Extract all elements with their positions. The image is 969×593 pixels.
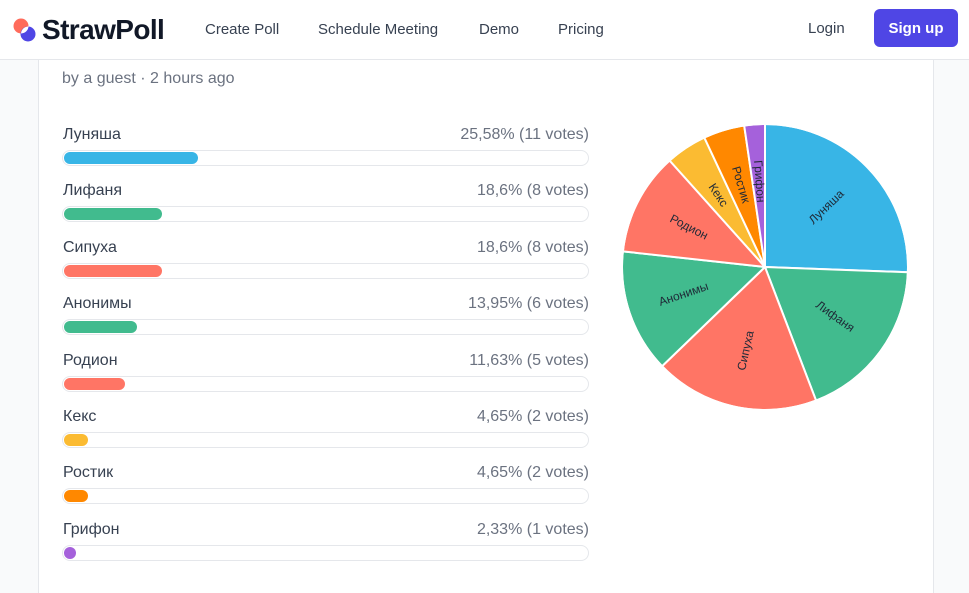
poll-option-row: Луняша 25,58% (11 votes) bbox=[62, 126, 589, 166]
pie-outline bbox=[621, 123, 909, 411]
poll-option-row: Лифаня 18,6% (8 votes) bbox=[62, 182, 589, 222]
option-progress-track bbox=[62, 263, 589, 279]
option-progress-fill bbox=[64, 547, 77, 559]
option-progress-track bbox=[62, 488, 589, 504]
option-progress-track bbox=[62, 376, 589, 392]
signup-button[interactable]: Sign up bbox=[874, 9, 958, 47]
option-vote-stat: 18,6% (8 votes) bbox=[476, 239, 589, 256]
strawpoll-logo[interactable]: StrawPoll bbox=[12, 14, 165, 46]
option-label: Родион bbox=[63, 352, 118, 369]
option-label: Лифаня bbox=[63, 182, 122, 199]
nav-demo[interactable]: Demo bbox=[479, 21, 520, 38]
option-progress-track bbox=[62, 150, 589, 166]
option-progress-fill bbox=[64, 265, 162, 277]
option-vote-stat: 25,58% (11 votes) bbox=[460, 126, 589, 143]
nav-create-poll[interactable]: Create Poll bbox=[205, 21, 280, 38]
option-label: Анонимы bbox=[63, 295, 132, 312]
option-label: Грифон bbox=[63, 521, 120, 538]
option-progress-fill bbox=[64, 490, 89, 502]
poll-option-row: Грифон 2,33% (1 votes) bbox=[62, 521, 589, 561]
poll-option-row: Кекс 4,65% (2 votes) bbox=[62, 408, 589, 448]
poll-option-row: Ростик 4,65% (2 votes) bbox=[62, 464, 589, 504]
option-label: Луняша bbox=[63, 126, 121, 143]
option-progress-fill bbox=[64, 321, 138, 333]
option-vote-stat: 2,33% (1 votes) bbox=[476, 521, 589, 538]
option-progress-fill bbox=[64, 208, 162, 220]
poll-option-row: Сипуха 18,6% (8 votes) bbox=[62, 239, 589, 279]
option-progress-track bbox=[62, 432, 589, 448]
pie-slice-label: Грифон bbox=[751, 160, 768, 203]
option-progress-track bbox=[62, 206, 589, 222]
option-label: Кекс bbox=[63, 408, 97, 425]
option-progress-track bbox=[62, 545, 589, 561]
option-label: Сипуха bbox=[63, 239, 117, 256]
option-vote-stat: 11,63% (5 votes) bbox=[469, 352, 589, 369]
option-vote-stat: 4,65% (2 votes) bbox=[476, 464, 589, 481]
option-vote-stat: 13,95% (6 votes) bbox=[468, 295, 589, 312]
top-navbar: StrawPoll Create Poll Schedule Meeting D… bbox=[0, 0, 969, 60]
option-progress-track bbox=[62, 319, 589, 335]
logo-text: StrawPoll bbox=[42, 14, 165, 45]
results-pie-chart: ЛуняшаЛифаняСипухаАнонимыРодионКексРости… bbox=[621, 122, 909, 411]
login-link[interactable]: Login bbox=[808, 20, 845, 37]
option-progress-fill bbox=[64, 434, 89, 446]
poll-author-meta: by a guest · 2 hours ago bbox=[62, 70, 235, 87]
option-vote-stat: 18,6% (8 votes) bbox=[476, 182, 589, 199]
option-label: Ростик bbox=[63, 464, 114, 481]
option-progress-fill bbox=[64, 152, 199, 164]
option-vote-stat: 4,65% (2 votes) bbox=[476, 408, 589, 425]
nav-schedule-meeting[interactable]: Schedule Meeting bbox=[318, 21, 439, 38]
nav-pricing[interactable]: Pricing bbox=[558, 21, 604, 38]
poll-option-row: Анонимы 13,95% (6 votes) bbox=[62, 295, 589, 335]
strawpoll-logo-icon bbox=[12, 17, 38, 43]
option-progress-fill bbox=[64, 378, 126, 390]
poll-option-row: Родион 11,63% (5 votes) bbox=[62, 352, 589, 392]
